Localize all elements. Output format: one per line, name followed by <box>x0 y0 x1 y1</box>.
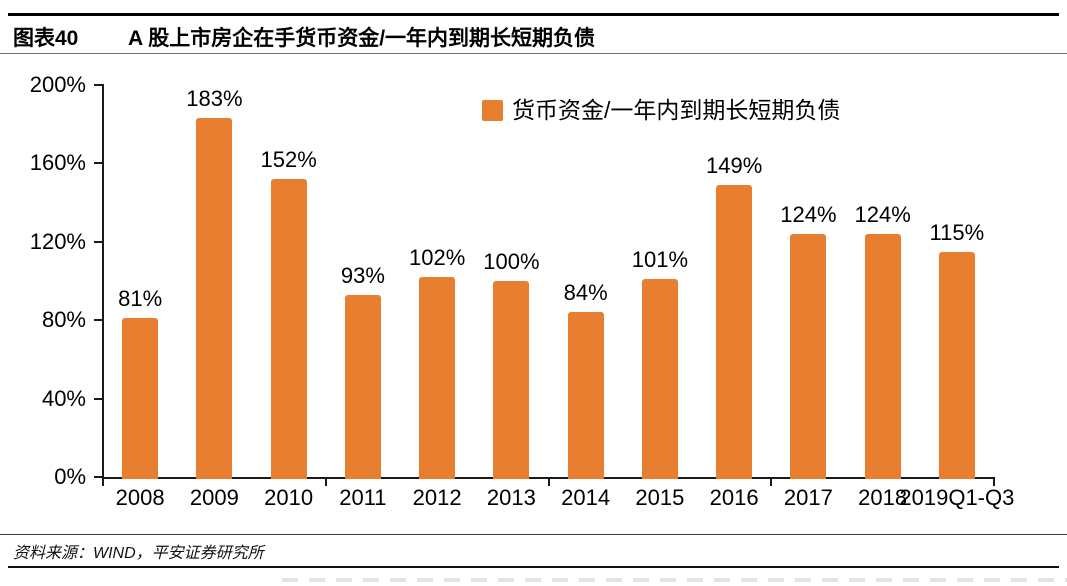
x-axis-tick <box>102 477 104 486</box>
y-axis-label: 80% <box>41 307 86 333</box>
x-axis-label: 2015 <box>635 485 685 510</box>
bar-value-label: 93% <box>340 262 385 288</box>
y-axis-tick <box>94 84 103 86</box>
bar-2012 <box>419 277 456 479</box>
bar-value-label: 149% <box>705 152 763 178</box>
y-axis-label: 120% <box>29 228 86 254</box>
figure-title: A 股上市房企在手货币资金/一年内到期长短期负债 <box>128 27 596 50</box>
x-axis-label: 2018 <box>858 485 908 510</box>
page-cutoff-artifact <box>282 578 1067 582</box>
y-axis-label: 160% <box>29 150 86 176</box>
bar-2008 <box>122 318 159 479</box>
bar-2010 <box>270 179 307 479</box>
bar-value-label: 101% <box>631 247 689 273</box>
y-axis-tick <box>94 240 103 243</box>
bar-2016 <box>716 184 753 479</box>
figure-label: 图表40 <box>13 27 79 50</box>
legend-label: 货币资金/一年内到期长短期负债 <box>512 97 841 123</box>
y-axis-label: 200% <box>29 72 86 97</box>
footer-bottom-rule <box>8 566 1059 568</box>
bar-value-label: 124% <box>854 201 911 227</box>
x-axis-label: 2014 <box>561 485 611 510</box>
bar-value-label: 81% <box>118 286 163 312</box>
x-axis-label: 2019Q1-Q3 <box>899 485 1015 510</box>
y-axis-tick <box>94 162 103 165</box>
bar-value-label: 115% <box>929 219 985 245</box>
bar-2018 <box>864 233 901 479</box>
y-axis-tick <box>94 319 103 322</box>
y-axis-label: 40% <box>41 385 86 411</box>
x-axis-label: 2013 <box>486 485 536 510</box>
legend-swatch <box>482 99 503 121</box>
title-divider <box>0 53 1067 54</box>
x-axis-tick <box>993 477 995 486</box>
x-axis-tick <box>770 477 772 486</box>
x-axis-label: 2017 <box>783 485 833 510</box>
x-axis-label: 2016 <box>709 485 759 510</box>
bar-2019Q1-Q3 <box>938 251 975 479</box>
bar-2009 <box>196 118 233 479</box>
x-axis-tick <box>325 477 327 486</box>
bar-value-label: 152% <box>260 147 317 173</box>
footer-divider <box>0 534 1067 535</box>
bar-2013 <box>493 281 530 479</box>
bar-2015 <box>641 279 678 479</box>
x-axis-label: 2010 <box>264 485 314 510</box>
y-axis-label: 0% <box>54 464 86 489</box>
y-axis-tick <box>94 476 103 478</box>
header-top-rule <box>8 13 1059 16</box>
x-axis-label: 2012 <box>412 485 462 510</box>
bar-value-label: 124% <box>780 201 837 227</box>
bar-value-label: 102% <box>408 245 466 271</box>
bar-value-label: 84% <box>563 280 608 306</box>
x-axis-label: 2011 <box>339 485 387 510</box>
x-axis-label: 2008 <box>115 485 165 510</box>
bar-2011 <box>344 294 381 479</box>
x-axis-label: 2009 <box>189 485 239 510</box>
bar-2014 <box>567 312 604 479</box>
chart-legend: 货币资金/一年内到期长短期负债 <box>482 97 840 123</box>
x-axis-tick <box>548 477 550 486</box>
bar-value-label: 183% <box>186 86 243 112</box>
y-axis-line <box>102 84 104 478</box>
y-axis-tick <box>94 397 103 400</box>
bar-2017 <box>790 233 827 479</box>
bar-value-label: 100% <box>483 249 540 274</box>
source-note: 资料来源：WIND，平安证券研究所 <box>13 545 264 562</box>
